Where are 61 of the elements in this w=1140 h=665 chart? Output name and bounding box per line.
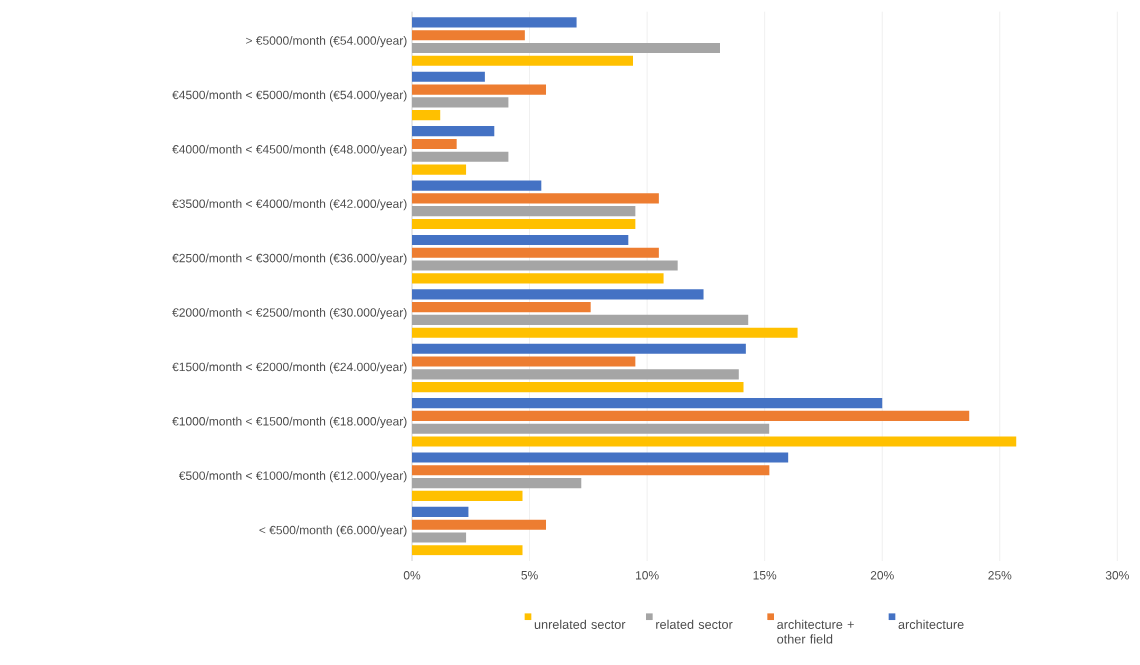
y-tick-label: < €500/month (€6.000/year) bbox=[259, 525, 407, 537]
bar bbox=[412, 465, 770, 476]
bar bbox=[412, 164, 467, 175]
y-tick-label: €2000/month < €2500/month (€30.000/year) bbox=[172, 307, 407, 320]
bar bbox=[412, 506, 469, 517]
bar bbox=[412, 532, 467, 543]
bar bbox=[412, 234, 629, 246]
x-tick-label: 30% bbox=[1105, 571, 1129, 580]
bar bbox=[412, 206, 636, 217]
x-tick-label: 20% bbox=[870, 571, 894, 580]
bar bbox=[412, 110, 441, 121]
bar bbox=[412, 478, 582, 489]
bar bbox=[412, 302, 591, 313]
bar bbox=[412, 519, 547, 530]
bar bbox=[412, 382, 744, 393]
bar bbox=[412, 273, 664, 284]
bar bbox=[412, 436, 1017, 447]
bar bbox=[412, 151, 509, 162]
bar bbox=[412, 398, 883, 409]
bar bbox=[412, 289, 704, 300]
bar bbox=[412, 343, 746, 354]
y-tick-label: €1500/month < €2000/month (€24.000/year) bbox=[172, 362, 407, 374]
bar bbox=[412, 314, 749, 325]
x-tick-label: 25% bbox=[988, 571, 1012, 580]
x-tick-label: 5% bbox=[521, 571, 538, 580]
bar bbox=[412, 356, 636, 367]
y-tick-label: €500/month < €1000/month (€12.000/year) bbox=[178, 471, 407, 483]
legend-label: unrelated sector bbox=[534, 619, 626, 629]
bar bbox=[412, 30, 525, 41]
bar bbox=[412, 180, 542, 191]
bar bbox=[412, 55, 633, 66]
bar bbox=[412, 126, 495, 137]
y-tick-label: €4500/month < €5000/month (€54.000/year) bbox=[172, 90, 407, 102]
legend-label: related sector bbox=[656, 619, 733, 629]
bar bbox=[412, 327, 798, 338]
bar bbox=[412, 545, 523, 556]
y-tick-label: > €5000/month (€54.000/year) bbox=[246, 36, 407, 48]
y-tick-label: €1000/month < €1500/month (€18.000/year) bbox=[172, 416, 407, 428]
y-tick-label: €3500/month < €4000/month (€42.000/year) bbox=[172, 199, 407, 211]
bar bbox=[412, 138, 457, 150]
bar bbox=[412, 369, 739, 380]
y-tick-label: €4000/month < €4500/month (€48.000/year) bbox=[172, 144, 407, 156]
bar bbox=[412, 193, 659, 204]
bar bbox=[412, 452, 789, 463]
x-tick-label: 10% bbox=[636, 571, 659, 580]
y-tick-label: €2500/month < €3000/month (€36.000/year) bbox=[172, 253, 407, 265]
bar bbox=[412, 218, 636, 230]
bar bbox=[412, 423, 770, 434]
legend-label: architecture + other field bbox=[777, 619, 854, 644]
bar bbox=[412, 17, 577, 28]
bar bbox=[412, 97, 509, 108]
bar bbox=[412, 84, 547, 95]
bar bbox=[412, 71, 485, 82]
bar bbox=[412, 410, 970, 421]
x-tick-label: 15% bbox=[753, 571, 777, 580]
bar bbox=[412, 247, 659, 258]
legend-label: architecture bbox=[898, 619, 964, 629]
bar bbox=[412, 42, 720, 54]
x-tick-label: 0% bbox=[403, 571, 421, 580]
bar bbox=[412, 490, 523, 501]
bar bbox=[412, 260, 678, 271]
